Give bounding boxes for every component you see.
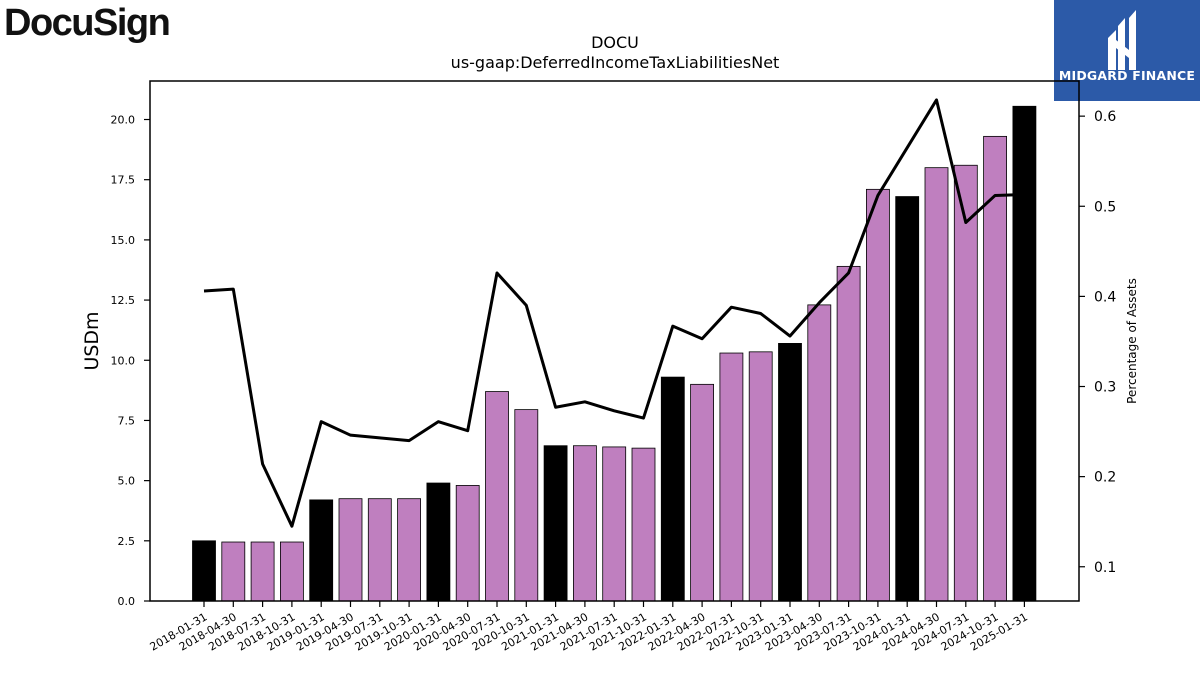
bars-group — [192, 105, 1037, 602]
bar-2021-07-31 — [602, 446, 627, 602]
bar-2020-01-31 — [426, 482, 451, 602]
y2-axis-label: Percentage of Assets — [1125, 278, 1139, 404]
y-tick-label: 15.0 — [111, 234, 136, 247]
bar-2018-10-31 — [279, 541, 304, 602]
bar-2019-04-30 — [338, 498, 363, 602]
bar-2023-10-31 — [866, 188, 890, 602]
y2-tick-label: 0.3 — [1094, 380, 1116, 396]
bar-2019-10-31 — [397, 498, 422, 602]
x-axis: 2018-01-312018-04-302018-07-312018-10-31… — [148, 601, 1030, 654]
docusign-logo: DocuSign — [4, 2, 171, 44]
y2-tick-label: 0.4 — [1094, 289, 1116, 305]
bar-2018-01-31 — [192, 540, 216, 602]
bar-2020-07-31 — [485, 391, 509, 602]
bar-2022-07-31 — [719, 352, 744, 602]
y2-axis: 0.1 0.2 0.3 0.4 0.5 0.6 — [1079, 109, 1116, 576]
percentage-of-assets-line — [203, 98, 1025, 528]
y2-tick-label: 0.1 — [1094, 560, 1116, 576]
midgard-emblem-icon — [1108, 10, 1136, 70]
bar-2023-04-30 — [807, 304, 832, 602]
y-tick-label: 17.5 — [111, 174, 136, 187]
y-tick-label: 10.0 — [111, 354, 136, 367]
bar-2024-10-31 — [983, 135, 1007, 602]
chart-subtitle: us-gaap:DeferredIncomeTaxLiabilitiesNet — [451, 53, 780, 72]
y-axis-label: USDm — [81, 311, 103, 370]
bar-2022-10-31 — [748, 351, 773, 602]
y-tick-label: 5.0 — [118, 475, 136, 488]
bar-2020-10-31 — [514, 409, 539, 602]
y-tick-label: 12.5 — [111, 294, 136, 307]
bar-2021-10-31 — [631, 447, 656, 602]
bar-2022-01-31 — [660, 376, 685, 602]
line-group — [203, 98, 1025, 528]
bar-2018-07-31 — [250, 541, 275, 602]
bar-2024-04-30 — [924, 167, 949, 602]
chart-title: DOCU — [591, 33, 639, 52]
midgard-finance-logo: MIDGARD FINANCE — [1054, 0, 1200, 101]
bar-2024-07-31 — [953, 164, 978, 602]
bar-2021-04-30 — [573, 445, 597, 602]
y2-tick-label: 0.2 — [1094, 470, 1116, 486]
bar-2022-04-30 — [690, 383, 714, 602]
y-tick-label: 7.5 — [118, 414, 136, 427]
y2-tick-label: 0.6 — [1094, 109, 1116, 125]
bar-2021-01-31 — [543, 445, 568, 602]
bar-2018-04-30 — [221, 541, 246, 602]
bar-2019-07-31 — [367, 498, 392, 602]
bar-2023-01-31 — [778, 343, 802, 602]
bar-2019-01-31 — [309, 499, 334, 602]
y2-tick-label: 0.5 — [1094, 199, 1116, 215]
y-tick-label: 0.0 — [118, 595, 136, 608]
bar-2020-04-30 — [455, 485, 480, 602]
bar-2023-07-31 — [836, 265, 861, 602]
midgard-finance-wordmark: MIDGARD FINANCE — [1058, 68, 1196, 83]
y-axis: 0.0 2.5 5.0 7.5 10.0 12.5 15.0 17.5 20.0 — [111, 114, 150, 608]
bar-2025-01-31 — [1012, 105, 1037, 602]
y-tick-label: 2.5 — [118, 535, 136, 548]
bar-2024-01-31 — [895, 196, 920, 602]
y-tick-label: 20.0 — [111, 114, 136, 127]
